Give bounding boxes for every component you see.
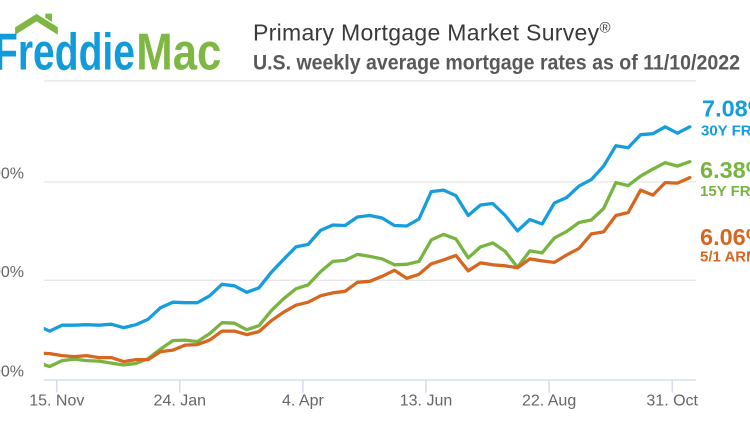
svg-text:6.00%: 6.00% (0, 165, 24, 182)
svg-text:7.08%: 7.08% (702, 96, 750, 122)
svg-text:U.S. weekly average mortgage r: U.S. weekly average mortgage rates as of… (253, 52, 740, 75)
svg-text:22. Aug: 22. Aug (522, 392, 576, 409)
svg-text:15. Nov: 15. Nov (29, 392, 84, 409)
svg-text:Primary Mortgage Market Survey: Primary Mortgage Market Survey (253, 20, 600, 46)
svg-text:Freddie: Freddie (0, 24, 135, 82)
svg-text:13. Jun: 13. Jun (400, 392, 452, 409)
svg-text:4. Apr: 4. Apr (282, 392, 324, 409)
svg-text:®: ® (600, 20, 611, 37)
svg-text:15Y FRM: 15Y FRM (700, 183, 750, 200)
svg-text:4.00%: 4.00% (0, 264, 24, 281)
svg-text:24. Jan: 24. Jan (154, 392, 206, 409)
svg-text:6.38%: 6.38% (700, 157, 750, 183)
svg-text:2.00%: 2.00% (0, 364, 24, 381)
svg-text:6.06%: 6.06% (700, 224, 750, 250)
svg-text:30Y FRM: 30Y FRM (701, 122, 750, 139)
svg-text:Mac: Mac (136, 24, 221, 82)
svg-text:5/1 ARM: 5/1 ARM (700, 249, 750, 266)
svg-text:31. Oct: 31. Oct (646, 392, 698, 409)
